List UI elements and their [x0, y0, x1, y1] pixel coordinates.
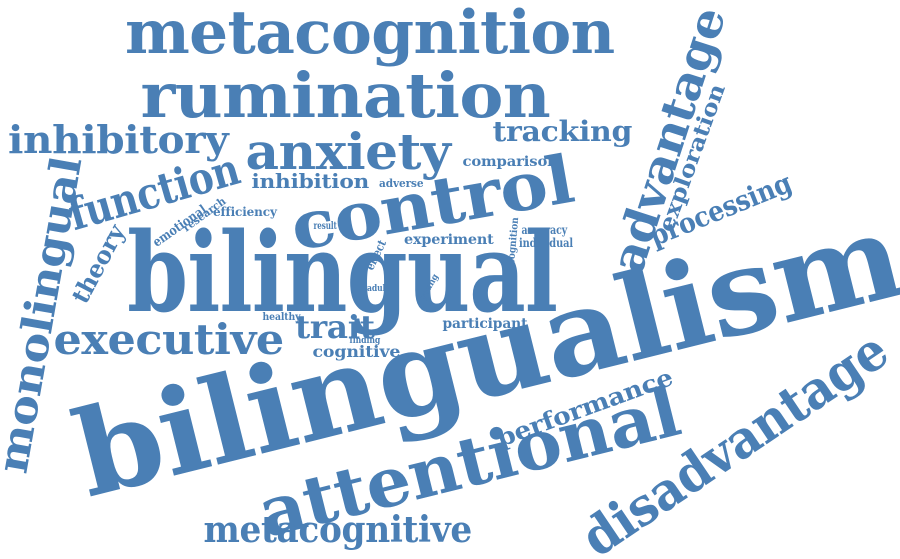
word-cognitive: cognitive [312, 342, 400, 361]
word-participant: participant [442, 316, 528, 332]
word-efficiency: efficiency [213, 205, 277, 219]
word-adverse: adverse [378, 176, 424, 190]
word-trait: trait [294, 308, 375, 346]
word-anxiety: anxiety [245, 122, 451, 181]
word-healthy: healthy [261, 312, 300, 323]
word-metacognition: metacognition [124, 0, 615, 68]
word-finding: finding [349, 335, 381, 346]
word-executive: executive [52, 315, 284, 364]
word-comparison: comparison [462, 154, 558, 170]
word-rumination: rumination [140, 59, 550, 132]
word-individual: individual [519, 236, 574, 250]
word-inhibition: inhibition [250, 169, 369, 193]
word-tracking: tracking [491, 115, 632, 148]
word-accuracy: accuracy [520, 223, 567, 237]
word-metacognitive: metacognitive [202, 509, 472, 551]
word-inhibitory: inhibitory [7, 117, 229, 162]
word-experiment: experiment [403, 232, 494, 248]
word-adult: adult [366, 283, 389, 294]
word-result: result [313, 221, 337, 232]
word-bilingual: bilingual [127, 208, 558, 337]
